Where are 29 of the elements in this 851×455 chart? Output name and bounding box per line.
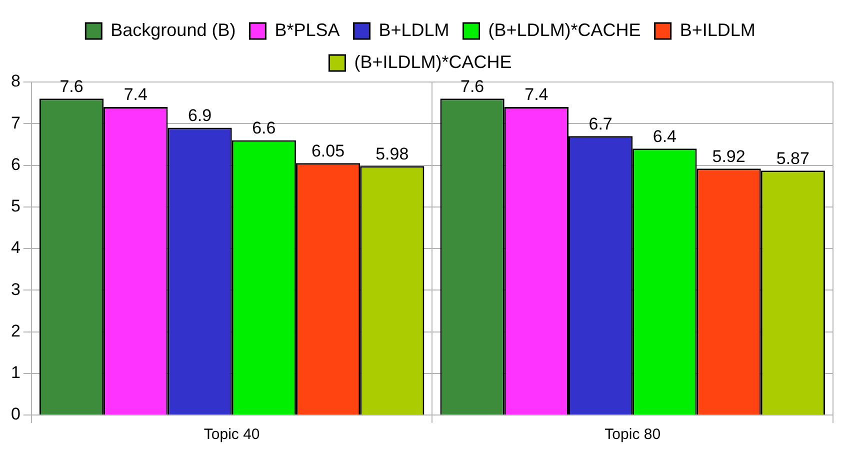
y-tick-label: 6 bbox=[10, 154, 20, 174]
data-label: 6.7 bbox=[588, 114, 612, 134]
y-tick-label: 1 bbox=[10, 363, 20, 382]
y-tick-label: 8 bbox=[10, 72, 20, 91]
data-label: 7.4 bbox=[124, 85, 148, 104]
data-label: 5.98 bbox=[376, 144, 409, 164]
data-label: 7.4 bbox=[524, 85, 548, 104]
data-label: 6.4 bbox=[652, 126, 676, 146]
legend-label: B+ILDLM bbox=[680, 20, 756, 40]
legend-label: B*PLSA bbox=[274, 20, 340, 40]
legend-label: (B+LDLM)*CACHE bbox=[488, 20, 641, 40]
legend-label: B+LDLM bbox=[378, 20, 450, 40]
data-label: 5.87 bbox=[776, 148, 810, 168]
legend-label: Background (B) bbox=[110, 20, 236, 40]
data-label: 6.9 bbox=[188, 106, 212, 125]
x-tick-label: Topic 80 bbox=[604, 426, 661, 444]
data-label: 5.92 bbox=[712, 146, 746, 166]
y-tick-label: 5 bbox=[10, 196, 20, 216]
x-tick-label: Topic 40 bbox=[204, 426, 260, 444]
legend-label: (B+ILDLM)*CACHE bbox=[354, 52, 512, 72]
y-tick-label: 3 bbox=[10, 280, 20, 299]
data-label: 7.6 bbox=[60, 76, 84, 96]
y-tick-label: 0 bbox=[10, 404, 20, 424]
data-label: 6.6 bbox=[252, 118, 276, 138]
y-tick-label: 4 bbox=[10, 238, 20, 258]
y-tick-label: 7 bbox=[10, 113, 20, 132]
data-label: 7.6 bbox=[460, 76, 484, 96]
data-label: 6.05 bbox=[311, 141, 345, 160]
y-tick-label: 2 bbox=[10, 321, 20, 340]
